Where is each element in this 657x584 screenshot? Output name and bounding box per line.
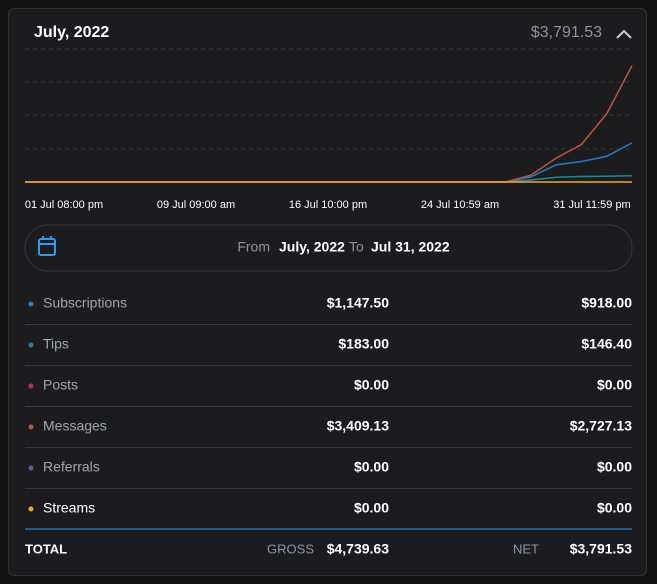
gross-total: $4,739.63 bbox=[327, 541, 389, 557]
row-name: Messages bbox=[43, 418, 107, 434]
row-gross: $1,147.50 bbox=[327, 295, 389, 311]
net-label: NET bbox=[513, 541, 539, 556]
earnings-card bbox=[8, 8, 647, 576]
net-total: $3,791.53 bbox=[570, 541, 632, 557]
row-net: $2,727.13 bbox=[570, 418, 632, 434]
period-title: July, 2022 bbox=[34, 24, 109, 41]
row-gross: $0.00 bbox=[354, 377, 389, 393]
total-label: TOTAL bbox=[25, 541, 67, 556]
row-dot bbox=[28, 383, 34, 389]
from-label: From bbox=[237, 239, 270, 255]
from-date: July, 2022 bbox=[279, 239, 345, 255]
row-dot bbox=[28, 465, 34, 471]
x-tick-label: 09 Jul 09:00 am bbox=[157, 199, 235, 211]
row-name: Posts bbox=[43, 377, 78, 393]
row-name: Referrals bbox=[43, 459, 100, 475]
series-line bbox=[25, 175, 633, 183]
row-gross: $3,409.13 bbox=[327, 418, 389, 434]
row-net: $0.00 bbox=[597, 459, 632, 475]
x-tick-label: 01 Jul 08:00 pm bbox=[25, 199, 103, 211]
row-dot bbox=[28, 424, 34, 430]
to-date: Jul 31, 2022 bbox=[371, 239, 450, 255]
x-tick-label: 24 Jul 10:59 am bbox=[421, 199, 499, 211]
x-tick-label: 16 Jul 10:00 pm bbox=[289, 199, 367, 211]
to-label: To bbox=[349, 239, 364, 255]
row-dot bbox=[28, 301, 34, 307]
row-dot bbox=[28, 342, 34, 348]
row-name: Subscriptions bbox=[43, 295, 127, 311]
calendar-icon[interactable] bbox=[38, 236, 56, 256]
period-amount: $3,791.53 bbox=[531, 24, 602, 41]
row-net: $0.00 bbox=[597, 377, 632, 393]
row-gross: $183.00 bbox=[338, 336, 389, 352]
row-net: $146.40 bbox=[581, 336, 632, 352]
x-tick-label: 31 Jul 11:59 pm bbox=[553, 199, 630, 211]
series-line bbox=[25, 65, 633, 183]
collapse-chevron[interactable] bbox=[616, 29, 632, 39]
row-dot bbox=[28, 506, 34, 512]
grid bbox=[25, 48, 632, 150]
row-net: $0.00 bbox=[597, 500, 632, 516]
row-name: Streams bbox=[43, 500, 95, 516]
row-gross: $0.00 bbox=[354, 459, 389, 475]
date-range-picker[interactable] bbox=[24, 224, 633, 272]
gross-label: GROSS bbox=[267, 541, 314, 556]
row-name: Tips bbox=[43, 336, 69, 352]
row-net: $918.00 bbox=[581, 295, 632, 311]
row-gross: $0.00 bbox=[354, 500, 389, 516]
